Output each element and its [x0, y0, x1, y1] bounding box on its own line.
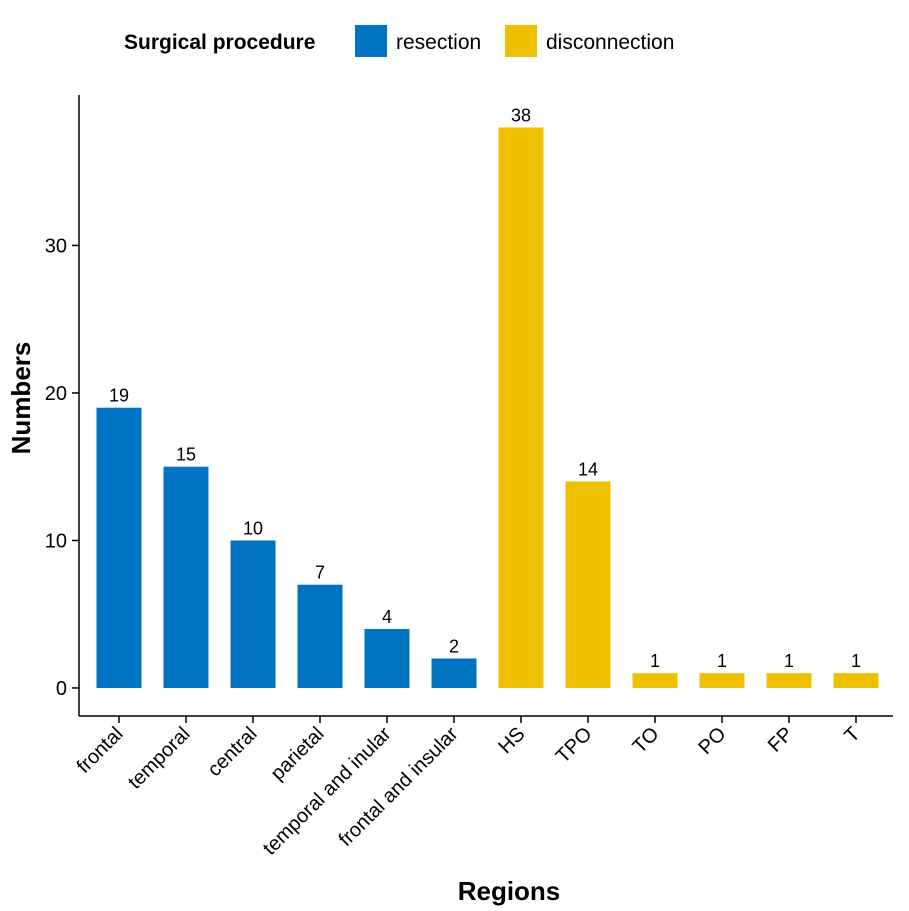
- bar-value-label: 15: [176, 445, 196, 465]
- y-tick-label: 10: [45, 530, 67, 552]
- x-tick-label: FP: [764, 723, 798, 757]
- bar: [431, 658, 477, 688]
- bar: [498, 127, 544, 688]
- bar-value-label: 19: [109, 386, 129, 406]
- bar-value-label: 1: [784, 651, 794, 671]
- bars: 19 15 10 7 4 2 38 14 1 1 1 1: [96, 105, 879, 688]
- bar: [833, 673, 879, 688]
- y-tick-label: 20: [45, 383, 67, 405]
- legend-label-resection: resection: [396, 31, 481, 54]
- bar: [364, 628, 410, 688]
- x-tick-label: T: [840, 723, 864, 747]
- x-axis-title: Regions: [458, 876, 561, 906]
- bar-value-label: 2: [449, 636, 459, 656]
- bar: [565, 481, 611, 688]
- bar-value-label: 1: [851, 651, 861, 671]
- x-tick-label: TPO: [552, 723, 597, 768]
- bar: [96, 407, 142, 688]
- bar-value-label: 38: [511, 105, 531, 125]
- bar: [766, 673, 812, 688]
- legend-label-disconnection: disconnection: [546, 31, 674, 54]
- x-tick-label: HS: [494, 723, 529, 758]
- x-tick-label: TO: [629, 723, 664, 758]
- x-tick-label: central: [204, 723, 262, 781]
- x-tick-label: parietal: [267, 723, 329, 785]
- y-tick-label: 30: [45, 235, 67, 257]
- y-tick-label: 0: [56, 678, 67, 700]
- legend: Surgical procedure resection disconnecti…: [124, 25, 674, 57]
- y-axis-ticks: 0 10 20 30: [45, 235, 79, 700]
- x-tick-label: frontal and insular: [335, 723, 463, 851]
- x-tick-label: PO: [695, 723, 731, 759]
- x-tick-label: frontal: [73, 723, 128, 778]
- bar-value-label: 10: [243, 518, 263, 538]
- bar: [632, 673, 678, 688]
- legend-title: Surgical procedure: [124, 31, 315, 54]
- legend-swatch-disconnection: [505, 25, 537, 57]
- bar-value-label: 1: [650, 651, 660, 671]
- bar: [163, 466, 209, 688]
- bar: [699, 673, 745, 688]
- bar: [297, 584, 343, 688]
- legend-swatch-resection: [355, 25, 387, 57]
- bar-value-label: 4: [382, 607, 392, 627]
- x-tick-label: temporal and inular: [259, 723, 396, 860]
- bar-value-label: 1: [717, 651, 727, 671]
- y-axis-title: Numbers: [6, 342, 36, 455]
- bar: [230, 540, 276, 688]
- bar-value-label: 14: [578, 459, 598, 479]
- x-tick-label: temporal: [124, 723, 195, 794]
- bar-value-label: 7: [315, 563, 325, 583]
